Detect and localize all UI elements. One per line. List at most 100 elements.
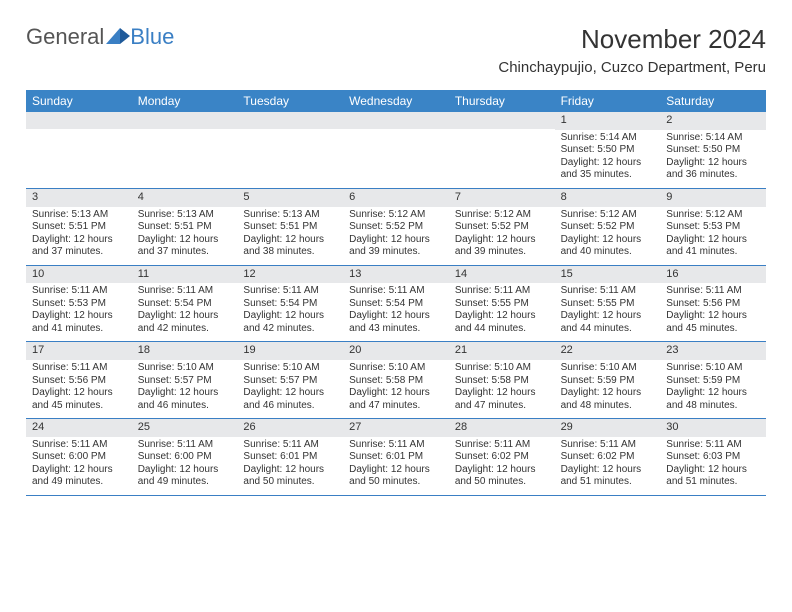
brand-logo-icon [106,24,130,50]
daylight-line: Daylight: 12 hours and 44 minutes. [455,310,549,335]
day-number [237,112,343,129]
day-number: 22 [555,342,661,360]
day-number: 21 [449,342,555,360]
calendar-week: 17Sunrise: 5:11 AMSunset: 5:56 PMDayligh… [26,342,766,419]
day-number: 19 [237,342,343,360]
day-number: 18 [132,342,238,360]
daylight-line: Daylight: 12 hours and 42 minutes. [138,310,232,335]
calendar-day: 18Sunrise: 5:10 AMSunset: 5:57 PMDayligh… [132,342,238,418]
calendar-day: 13Sunrise: 5:11 AMSunset: 5:54 PMDayligh… [343,266,449,342]
daylight-line: Daylight: 12 hours and 39 minutes. [349,234,443,259]
daylight-line: Daylight: 12 hours and 38 minutes. [243,234,337,259]
day-number: 12 [237,266,343,284]
sunrise-line: Sunrise: 5:10 AM [561,362,655,375]
sunrise-line: Sunrise: 5:13 AM [32,209,126,222]
day-number: 27 [343,419,449,437]
calendar-day: 15Sunrise: 5:11 AMSunset: 5:55 PMDayligh… [555,266,661,342]
day-number: 26 [237,419,343,437]
calendar-day [26,112,132,188]
calendar-day: 21Sunrise: 5:10 AMSunset: 5:58 PMDayligh… [449,342,555,418]
calendar-day: 23Sunrise: 5:10 AMSunset: 5:59 PMDayligh… [660,342,766,418]
sunset-line: Sunset: 5:51 PM [32,221,126,234]
calendar-week: 10Sunrise: 5:11 AMSunset: 5:53 PMDayligh… [26,266,766,343]
sunrise-line: Sunrise: 5:11 AM [32,439,126,452]
calendar-day: 6Sunrise: 5:12 AMSunset: 5:52 PMDaylight… [343,189,449,265]
sunrise-line: Sunrise: 5:10 AM [243,362,337,375]
calendar-day: 11Sunrise: 5:11 AMSunset: 5:54 PMDayligh… [132,266,238,342]
calendar-day: 30Sunrise: 5:11 AMSunset: 6:03 PMDayligh… [660,419,766,495]
sunrise-line: Sunrise: 5:11 AM [561,439,655,452]
sunset-line: Sunset: 5:50 PM [561,144,655,157]
calendar-day [343,112,449,188]
calendar: Sunday Monday Tuesday Wednesday Thursday… [26,90,766,496]
sunrise-line: Sunrise: 5:11 AM [666,285,760,298]
sunset-line: Sunset: 5:54 PM [349,298,443,311]
sunset-line: Sunset: 5:52 PM [349,221,443,234]
day-number: 23 [660,342,766,360]
day-number [132,112,238,129]
sunrise-line: Sunrise: 5:12 AM [561,209,655,222]
day-details: Sunrise: 5:12 AMSunset: 5:52 PMDaylight:… [449,207,555,265]
sunrise-line: Sunrise: 5:11 AM [349,439,443,452]
day-details: Sunrise: 5:11 AMSunset: 6:00 PMDaylight:… [132,437,238,495]
day-number: 11 [132,266,238,284]
calendar-day: 12Sunrise: 5:11 AMSunset: 5:54 PMDayligh… [237,266,343,342]
day-details: Sunrise: 5:11 AMSunset: 6:01 PMDaylight:… [343,437,449,495]
daylight-line: Daylight: 12 hours and 37 minutes. [32,234,126,259]
sunrise-line: Sunrise: 5:11 AM [32,362,126,375]
day-details [26,129,132,137]
daylight-line: Daylight: 12 hours and 48 minutes. [561,387,655,412]
calendar-day: 25Sunrise: 5:11 AMSunset: 6:00 PMDayligh… [132,419,238,495]
sunset-line: Sunset: 5:55 PM [455,298,549,311]
day-details: Sunrise: 5:11 AMSunset: 5:56 PMDaylight:… [26,360,132,418]
day-number: 28 [449,419,555,437]
sunrise-line: Sunrise: 5:12 AM [455,209,549,222]
sunrise-line: Sunrise: 5:11 AM [666,439,760,452]
calendar-day [237,112,343,188]
weekday-tuesday: Tuesday [237,90,343,112]
day-number: 13 [343,266,449,284]
day-details: Sunrise: 5:11 AMSunset: 6:01 PMDaylight:… [237,437,343,495]
sunrise-line: Sunrise: 5:13 AM [138,209,232,222]
calendar-day: 10Sunrise: 5:11 AMSunset: 5:53 PMDayligh… [26,266,132,342]
daylight-line: Daylight: 12 hours and 50 minutes. [243,464,337,489]
day-number: 9 [660,189,766,207]
day-number: 30 [660,419,766,437]
sunset-line: Sunset: 6:01 PM [243,451,337,464]
sunrise-line: Sunrise: 5:10 AM [666,362,760,375]
day-number: 25 [132,419,238,437]
day-details: Sunrise: 5:10 AMSunset: 5:57 PMDaylight:… [237,360,343,418]
sunset-line: Sunset: 5:54 PM [243,298,337,311]
calendar-day: 20Sunrise: 5:10 AMSunset: 5:58 PMDayligh… [343,342,449,418]
day-details: Sunrise: 5:11 AMSunset: 6:00 PMDaylight:… [26,437,132,495]
day-number: 17 [26,342,132,360]
weekday-friday: Friday [555,90,661,112]
calendar-day: 29Sunrise: 5:11 AMSunset: 6:02 PMDayligh… [555,419,661,495]
sunset-line: Sunset: 6:01 PM [349,451,443,464]
calendar-day: 17Sunrise: 5:11 AMSunset: 5:56 PMDayligh… [26,342,132,418]
day-details: Sunrise: 5:13 AMSunset: 5:51 PMDaylight:… [132,207,238,265]
calendar-day: 2Sunrise: 5:14 AMSunset: 5:50 PMDaylight… [660,112,766,188]
calendar-day: 14Sunrise: 5:11 AMSunset: 5:55 PMDayligh… [449,266,555,342]
daylight-line: Daylight: 12 hours and 39 minutes. [455,234,549,259]
daylight-line: Daylight: 12 hours and 36 minutes. [666,157,760,182]
sunset-line: Sunset: 5:58 PM [349,375,443,388]
daylight-line: Daylight: 12 hours and 51 minutes. [666,464,760,489]
brand-part1: General [26,24,104,50]
day-number [26,112,132,129]
header: General Blue November 2024 Chinchaypujio… [26,24,766,76]
sunset-line: Sunset: 6:02 PM [455,451,549,464]
day-details: Sunrise: 5:11 AMSunset: 6:02 PMDaylight:… [449,437,555,495]
daylight-line: Daylight: 12 hours and 45 minutes. [666,310,760,335]
sunrise-line: Sunrise: 5:11 AM [243,439,337,452]
day-number [449,112,555,129]
brand-part2: Blue [130,24,174,50]
day-details: Sunrise: 5:10 AMSunset: 5:58 PMDaylight:… [343,360,449,418]
day-number: 5 [237,189,343,207]
day-number: 3 [26,189,132,207]
sunrise-line: Sunrise: 5:11 AM [561,285,655,298]
calendar-day: 4Sunrise: 5:13 AMSunset: 5:51 PMDaylight… [132,189,238,265]
calendar-day [449,112,555,188]
calendar-day: 9Sunrise: 5:12 AMSunset: 5:53 PMDaylight… [660,189,766,265]
day-number: 16 [660,266,766,284]
